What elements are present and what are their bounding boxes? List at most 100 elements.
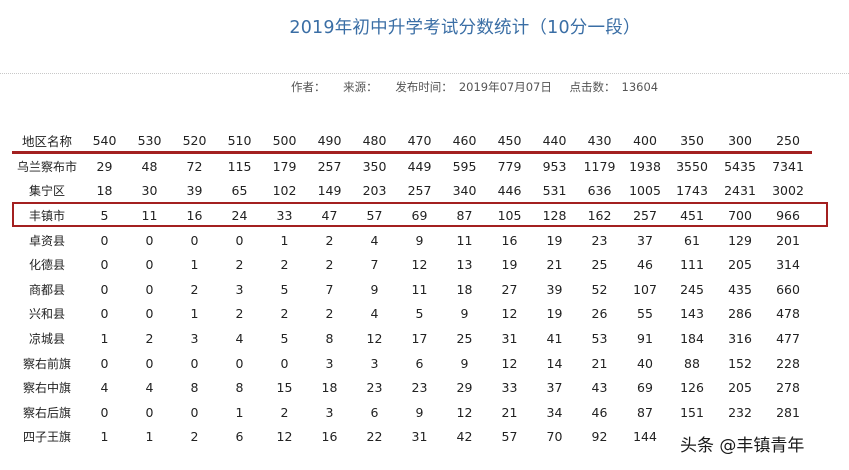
count-cell: 26 <box>591 306 608 322</box>
count-cell: 966 <box>776 207 800 223</box>
count-cell: 8 <box>235 380 244 396</box>
count-cell: 9 <box>415 232 424 248</box>
count-cell: 2 <box>235 257 244 273</box>
count-cell: 1179 <box>583 158 616 174</box>
count-cell: 2 <box>325 232 334 248</box>
count-cell: 0 <box>190 232 199 248</box>
count-cell: 9 <box>415 404 424 420</box>
count-cell: 43 <box>591 380 608 396</box>
count-cell: 232 <box>728 404 752 420</box>
count-cell: 184 <box>680 330 704 346</box>
count-cell: 25 <box>456 330 473 346</box>
count-cell: 39 <box>186 183 203 199</box>
count-cell: 16 <box>186 207 203 223</box>
count-cell: 7 <box>325 281 334 297</box>
count-cell: 1 <box>100 330 109 346</box>
count-cell: 286 <box>728 306 752 322</box>
region-name: 集宁区 <box>28 184 65 199</box>
count-cell: 0 <box>100 232 109 248</box>
region-name: 化德县 <box>28 258 65 273</box>
count-cell: 31 <box>501 330 518 346</box>
count-cell: 3 <box>325 355 334 371</box>
header-score: 520 <box>172 129 217 154</box>
count-cell: 29 <box>456 380 473 396</box>
count-cell: 102 <box>272 183 297 199</box>
count-cell: 39 <box>546 281 563 297</box>
count-cell: 12 <box>276 429 293 445</box>
count-cell: 23 <box>411 380 428 396</box>
count-cell: 13 <box>456 257 473 273</box>
count-cell: 21 <box>546 257 563 273</box>
count-cell: 129 <box>728 232 752 248</box>
count-cell: 203 <box>362 183 387 199</box>
count-cell: 18 <box>456 281 473 297</box>
published-label: 发布时间： <box>395 80 453 94</box>
count-cell: 115 <box>227 158 252 174</box>
clicks-count: 13604 <box>621 80 659 94</box>
count-cell: 1 <box>145 429 154 445</box>
count-cell: 12 <box>456 404 473 420</box>
count-cell: 21 <box>501 404 518 420</box>
count-cell: 27 <box>501 281 518 297</box>
count-cell: 953 <box>542 158 567 174</box>
table-row: 四子王旗 1 1 2 6 12 16 22 31 42 57 70 92 144 <box>12 425 812 450</box>
table-row: 察右前旗 0 0 0 0 0 3 3 6 9 12 14 21 40 88 152 228 <box>12 351 812 376</box>
header-score: 300 <box>716 129 764 154</box>
count-cell: 0 <box>100 281 109 297</box>
count-cell: 48 <box>141 158 158 174</box>
header-score: 430 <box>577 129 622 154</box>
count-cell: 1 <box>190 257 199 273</box>
count-cell: 12 <box>411 257 428 273</box>
count-cell: 37 <box>637 232 653 248</box>
count-cell: 72 <box>186 158 203 174</box>
count-cell: 7341 <box>772 158 804 174</box>
count-cell: 228 <box>776 355 800 371</box>
count-cell: 9 <box>460 355 469 371</box>
count-cell: 88 <box>684 355 700 371</box>
count-cell: 1 <box>280 232 289 248</box>
count-cell: 531 <box>542 183 567 199</box>
count-cell: 87 <box>456 207 473 223</box>
count-cell: 5 <box>415 306 424 322</box>
source-label: 来源： <box>343 80 378 94</box>
count-cell: 7 <box>370 257 379 273</box>
region-name: 商都县 <box>28 282 65 297</box>
count-cell: 11 <box>411 281 428 297</box>
count-cell: 5 <box>280 281 289 297</box>
count-cell: 700 <box>728 207 752 223</box>
region-name: 卓资县 <box>28 233 65 248</box>
header-score: 450 <box>487 129 532 154</box>
table-row: 乌兰察布市 29 48 72 115 179 257 350 449 595 779 953 1179 1… <box>12 153 812 179</box>
header-score: 480 <box>352 129 397 154</box>
count-cell: 57 <box>501 429 518 445</box>
count-cell: 245 <box>680 281 704 297</box>
count-cell: 34 <box>546 404 563 420</box>
count-cell: 0 <box>280 355 289 371</box>
count-cell: 446 <box>497 183 522 199</box>
count-cell: 18 <box>96 183 113 199</box>
count-cell: 70 <box>546 429 563 445</box>
count-cell: 2 <box>280 257 289 273</box>
table-row: 丰镇市 5 11 16 24 33 47 57 69 87 105 128 162 257 451 700 96… <box>12 203 812 228</box>
count-cell: 0 <box>100 355 109 371</box>
count-cell: 0 <box>235 232 244 248</box>
header-score: 540 <box>82 129 127 154</box>
count-cell: 31 <box>411 429 428 445</box>
count-cell: 144 <box>633 429 657 445</box>
count-cell: 5 <box>100 207 109 223</box>
table-row: 卓资县 0 0 0 0 1 2 4 9 11 16 19 23 37 61 129 201 <box>12 228 812 253</box>
count-cell: 33 <box>501 380 518 396</box>
count-cell: 435 <box>728 281 752 297</box>
count-cell: 42 <box>456 429 473 445</box>
count-cell: 1 <box>235 404 244 420</box>
count-cell: 257 <box>317 158 342 174</box>
count-cell: 8 <box>325 330 334 346</box>
count-cell: 87 <box>637 404 653 420</box>
count-cell: 205 <box>728 380 752 396</box>
count-cell: 12 <box>501 355 518 371</box>
count-cell: 314 <box>776 257 800 273</box>
count-cell: 18 <box>321 380 338 396</box>
count-cell: 9 <box>460 306 469 322</box>
clicks-label: 点击数： <box>569 80 616 94</box>
count-cell: 2 <box>280 306 289 322</box>
